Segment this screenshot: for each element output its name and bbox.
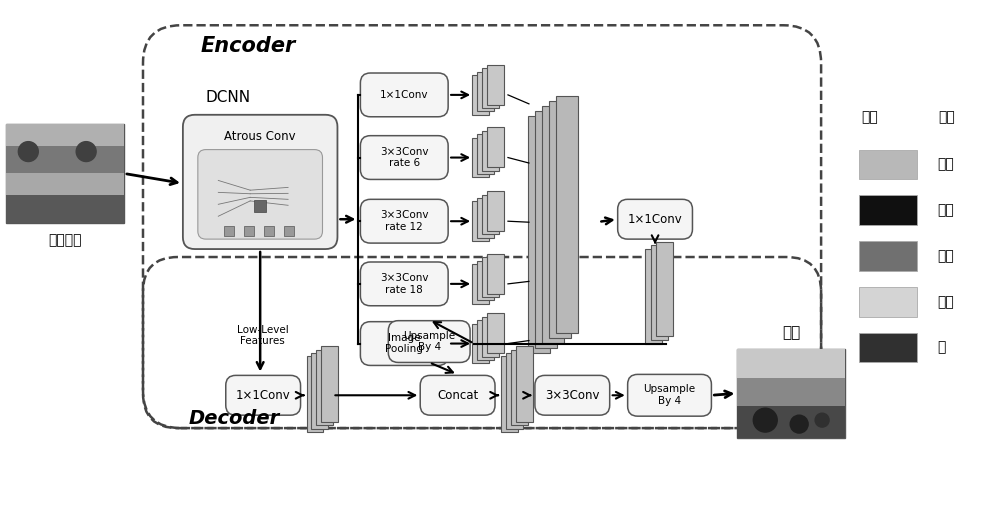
FancyBboxPatch shape bbox=[628, 375, 711, 416]
Polygon shape bbox=[311, 353, 328, 429]
Polygon shape bbox=[511, 350, 528, 425]
Bar bbox=[859, 195, 917, 225]
Polygon shape bbox=[472, 324, 489, 364]
Text: Image
Pooling: Image Pooling bbox=[385, 333, 423, 354]
Polygon shape bbox=[321, 346, 338, 422]
Text: 预测: 预测 bbox=[782, 325, 800, 340]
Polygon shape bbox=[556, 96, 578, 333]
FancyBboxPatch shape bbox=[360, 262, 448, 306]
Polygon shape bbox=[549, 101, 571, 338]
Bar bbox=[737, 406, 845, 438]
FancyBboxPatch shape bbox=[618, 200, 692, 239]
Polygon shape bbox=[656, 242, 673, 336]
Text: 输入图片: 输入图片 bbox=[48, 233, 81, 247]
Polygon shape bbox=[472, 264, 489, 304]
Polygon shape bbox=[645, 249, 662, 343]
Polygon shape bbox=[651, 245, 668, 340]
FancyBboxPatch shape bbox=[183, 115, 337, 249]
Polygon shape bbox=[487, 65, 504, 105]
Circle shape bbox=[815, 413, 829, 427]
Text: 类别: 类别 bbox=[939, 110, 956, 124]
Bar bbox=[859, 332, 917, 363]
Text: 1×1Conv: 1×1Conv bbox=[628, 213, 682, 226]
Polygon shape bbox=[472, 75, 489, 115]
Text: Encoder: Encoder bbox=[201, 36, 296, 56]
Polygon shape bbox=[477, 260, 494, 301]
Text: 建筑: 建筑 bbox=[937, 203, 954, 217]
Polygon shape bbox=[477, 71, 494, 111]
FancyBboxPatch shape bbox=[360, 200, 448, 243]
Polygon shape bbox=[487, 254, 504, 293]
Polygon shape bbox=[477, 134, 494, 174]
FancyBboxPatch shape bbox=[264, 226, 274, 236]
Circle shape bbox=[76, 142, 96, 162]
Bar bbox=[859, 150, 917, 179]
Polygon shape bbox=[516, 346, 533, 422]
Text: Upsample
By 4: Upsample By 4 bbox=[403, 331, 455, 352]
Polygon shape bbox=[535, 111, 557, 348]
FancyBboxPatch shape bbox=[254, 200, 266, 212]
Polygon shape bbox=[501, 356, 518, 432]
Bar bbox=[859, 241, 917, 271]
Polygon shape bbox=[482, 317, 499, 357]
Bar bbox=[6, 123, 124, 223]
FancyBboxPatch shape bbox=[360, 135, 448, 179]
FancyBboxPatch shape bbox=[420, 376, 495, 415]
Bar bbox=[737, 349, 845, 438]
Text: Low-Level
Features: Low-Level Features bbox=[237, 325, 289, 346]
Circle shape bbox=[753, 408, 777, 432]
Polygon shape bbox=[472, 138, 489, 178]
Bar bbox=[859, 287, 917, 317]
FancyBboxPatch shape bbox=[226, 376, 301, 415]
FancyBboxPatch shape bbox=[284, 226, 294, 236]
Polygon shape bbox=[477, 320, 494, 360]
Text: 3×3Conv
rate 6: 3×3Conv rate 6 bbox=[380, 147, 429, 168]
Text: 树木: 树木 bbox=[937, 157, 954, 171]
Bar bbox=[6, 173, 124, 195]
Text: 道路: 道路 bbox=[937, 249, 954, 263]
Polygon shape bbox=[472, 201, 489, 241]
Circle shape bbox=[18, 142, 38, 162]
FancyBboxPatch shape bbox=[535, 376, 610, 415]
Text: DCNN: DCNN bbox=[206, 90, 251, 105]
Text: Concat: Concat bbox=[437, 389, 478, 402]
Text: 颜色: 颜色 bbox=[861, 110, 878, 124]
Text: 天空: 天空 bbox=[937, 295, 954, 309]
Bar bbox=[737, 349, 845, 378]
Polygon shape bbox=[487, 314, 504, 353]
Bar bbox=[6, 195, 124, 223]
FancyBboxPatch shape bbox=[224, 226, 234, 236]
Bar bbox=[6, 123, 124, 145]
Text: 3×3Conv
rate 12: 3×3Conv rate 12 bbox=[380, 210, 429, 232]
Bar bbox=[6, 145, 124, 173]
Text: 3×3Conv: 3×3Conv bbox=[545, 389, 600, 402]
FancyBboxPatch shape bbox=[360, 321, 448, 365]
Polygon shape bbox=[477, 198, 494, 238]
Polygon shape bbox=[542, 106, 564, 343]
Polygon shape bbox=[487, 128, 504, 167]
Polygon shape bbox=[487, 191, 504, 231]
FancyBboxPatch shape bbox=[198, 150, 322, 239]
Text: 车: 车 bbox=[937, 341, 945, 354]
Text: 1×1Conv: 1×1Conv bbox=[380, 90, 429, 100]
Polygon shape bbox=[482, 68, 499, 108]
FancyBboxPatch shape bbox=[388, 321, 470, 363]
Polygon shape bbox=[528, 116, 550, 353]
Text: Decoder: Decoder bbox=[189, 409, 280, 428]
Text: Atrous Conv: Atrous Conv bbox=[224, 130, 296, 143]
FancyBboxPatch shape bbox=[244, 226, 254, 236]
Text: Upsample
By 4: Upsample By 4 bbox=[643, 384, 696, 406]
Polygon shape bbox=[482, 131, 499, 171]
Polygon shape bbox=[482, 257, 499, 297]
Polygon shape bbox=[316, 350, 333, 425]
Text: 1×1Conv: 1×1Conv bbox=[236, 389, 291, 402]
Circle shape bbox=[790, 415, 808, 433]
Polygon shape bbox=[506, 353, 523, 429]
Text: 3×3Conv
rate 18: 3×3Conv rate 18 bbox=[380, 273, 429, 295]
FancyBboxPatch shape bbox=[360, 73, 448, 117]
Bar bbox=[737, 378, 845, 406]
Polygon shape bbox=[482, 194, 499, 234]
Polygon shape bbox=[307, 356, 323, 432]
